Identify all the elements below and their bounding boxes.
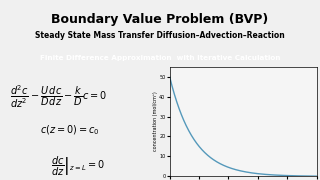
Text: Finite Difference Approximation  with Iterative Calculation: Finite Difference Approximation with Ite…	[40, 55, 280, 61]
Text: Boundary Value Problem (BVP): Boundary Value Problem (BVP)	[52, 13, 268, 26]
Text: $\dfrac{d^2c}{dz^2} - \dfrac{U}{D}\dfrac{dc}{dz} - \dfrac{k}{D}c = 0$: $\dfrac{d^2c}{dz^2} - \dfrac{U}{D}\dfrac…	[10, 84, 107, 110]
Text: $\left.\dfrac{dc}{dz}\right|_{z=L} = 0$: $\left.\dfrac{dc}{dz}\right|_{z=L} = 0$	[51, 155, 105, 178]
Text: Steady State Mass Transfer Diffusion–Advection–Reaction: Steady State Mass Transfer Diffusion–Adv…	[35, 31, 285, 40]
Y-axis label: concentration (mol/cm³): concentration (mol/cm³)	[153, 92, 158, 151]
Text: $c(z=0) = c_0$: $c(z=0) = c_0$	[40, 123, 100, 137]
